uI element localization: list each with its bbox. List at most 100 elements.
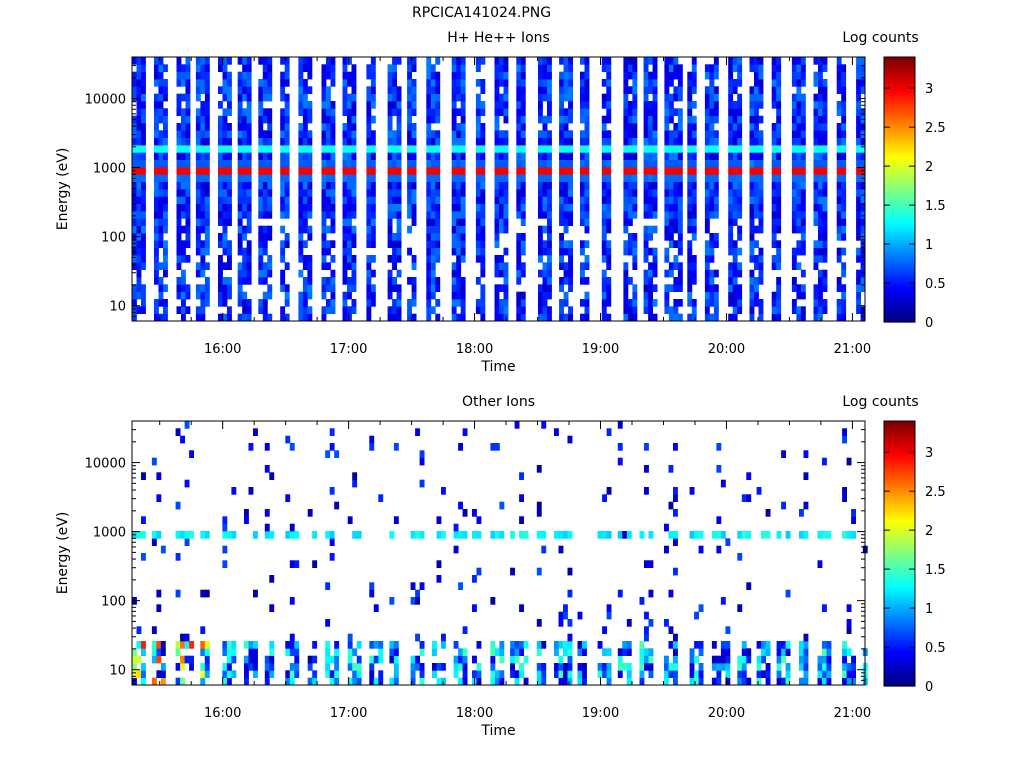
- heatmap-cell: [514, 677, 520, 686]
- heatmap-cell: [713, 174, 719, 182]
- heatmap-cell: [732, 64, 738, 72]
- heatmap-cell: [307, 189, 313, 197]
- heatmap-cell: [330, 203, 336, 212]
- heatmap-cell: [813, 306, 819, 314]
- heatmap-cell: [542, 211, 548, 219]
- heatmap-cell: [307, 57, 313, 65]
- heatmap-cell: [352, 531, 358, 539]
- heatmap-cell: [728, 159, 734, 168]
- heatmap-cell: [200, 531, 206, 539]
- heatmap-cell: [453, 545, 459, 554]
- heatmap-cell: [227, 291, 232, 300]
- heatmap-cell: [342, 291, 348, 300]
- heatmap-cell: [627, 101, 633, 109]
- heatmap-cell: [846, 619, 852, 627]
- heatmap-cell: [347, 211, 352, 219]
- heatmap-cell: [737, 284, 743, 292]
- heatmap-cell: [580, 277, 585, 285]
- heatmap-cell: [791, 284, 797, 292]
- heatmap-cell: [799, 677, 804, 686]
- heatmap-cell: [516, 79, 522, 87]
- heatmap-cell: [242, 306, 248, 314]
- heatmap-cell: [626, 648, 632, 656]
- heatmap-cell: [132, 159, 137, 168]
- heatmap-cell: [687, 189, 693, 197]
- heatmap-cell: [347, 655, 353, 664]
- heatmap-cell: [298, 225, 304, 234]
- heatmap-cell: [262, 64, 268, 72]
- heatmap-cell: [415, 655, 420, 664]
- heatmap-cell: [475, 225, 481, 234]
- heatmap-cell: [776, 299, 782, 307]
- heatmap-cell: [453, 655, 459, 664]
- heatmap-cell: [195, 291, 201, 300]
- heatmap-cell: [813, 255, 819, 263]
- heatmap-cell: [387, 240, 393, 248]
- heatmap-cell: [567, 670, 573, 678]
- heatmap-cell: [494, 240, 500, 248]
- heatmap-cell: [860, 211, 866, 219]
- heatmap-cell: [222, 677, 228, 686]
- plot-frame: [131, 420, 866, 686]
- heatmap-cell: [856, 123, 861, 131]
- heatmap-cell: [709, 93, 715, 102]
- heatmap-cell: [435, 181, 441, 190]
- heatmap-cell: [136, 57, 142, 65]
- heatmap-cell: [280, 57, 286, 65]
- heatmap-cell: [248, 487, 254, 495]
- heatmap-cell: [776, 677, 782, 686]
- heatmap-cell: [503, 247, 509, 256]
- heatmap-cell: [626, 619, 632, 627]
- heatmap-cell: [321, 233, 327, 241]
- heatmap-cell: [606, 531, 612, 539]
- heatmap-cell: [737, 79, 743, 87]
- heatmap-cell: [632, 233, 638, 241]
- heatmap-cell: [280, 269, 286, 278]
- heatmap-cell: [389, 641, 395, 649]
- heatmap-cell: [185, 86, 191, 94]
- heatmap-cell: [370, 203, 376, 212]
- heatmap-cell: [453, 641, 459, 649]
- heatmap-cell: [648, 262, 653, 270]
- heatmap-cell: [623, 211, 629, 219]
- heatmap-cell: [456, 137, 462, 146]
- heatmap-cell: [321, 181, 327, 190]
- heatmap-cell: [856, 306, 861, 314]
- heatmap-cell: [846, 531, 852, 539]
- heatmap-cell: [302, 64, 308, 72]
- heatmap-cell: [813, 145, 819, 153]
- heatmap-cell: [246, 137, 252, 146]
- heatmap-cell: [606, 218, 612, 226]
- colorbar-segment: [884, 216, 915, 219]
- heatmap-cell: [330, 64, 336, 72]
- heatmap-cell: [366, 313, 372, 322]
- heatmap-cell: [725, 655, 731, 664]
- heatmap-cell: [435, 115, 441, 124]
- heatmap-cell: [222, 218, 228, 226]
- heatmap-cell: [725, 626, 731, 634]
- heatmap-cell: [237, 101, 243, 109]
- heatmap-cell: [822, 677, 827, 686]
- colorbar-segment: [884, 509, 915, 513]
- heatmap-cell: [342, 79, 348, 87]
- heatmap-cell: [601, 115, 607, 124]
- heatmap-cell: [330, 196, 336, 204]
- heatmap-cell: [754, 262, 759, 270]
- heatmap-cell: [351, 299, 357, 307]
- heatmap-cell: [435, 93, 441, 102]
- heatmap-cell: [563, 189, 569, 197]
- heatmap-cell: [668, 313, 674, 322]
- heatmap-cell: [510, 641, 515, 649]
- heatmap-cell: [284, 181, 290, 190]
- heatmap-cell: [716, 531, 722, 539]
- colorbar-segment: [884, 229, 915, 233]
- heatmap-cell: [836, 299, 842, 307]
- heatmap-cell: [494, 443, 500, 451]
- heatmap-cell: [542, 137, 548, 146]
- heatmap-cell: [426, 86, 432, 94]
- heatmap-cell: [563, 262, 569, 270]
- heatmap-cell: [180, 531, 185, 539]
- heatmap-cell: [298, 313, 304, 322]
- heatmap-cell: [280, 130, 286, 138]
